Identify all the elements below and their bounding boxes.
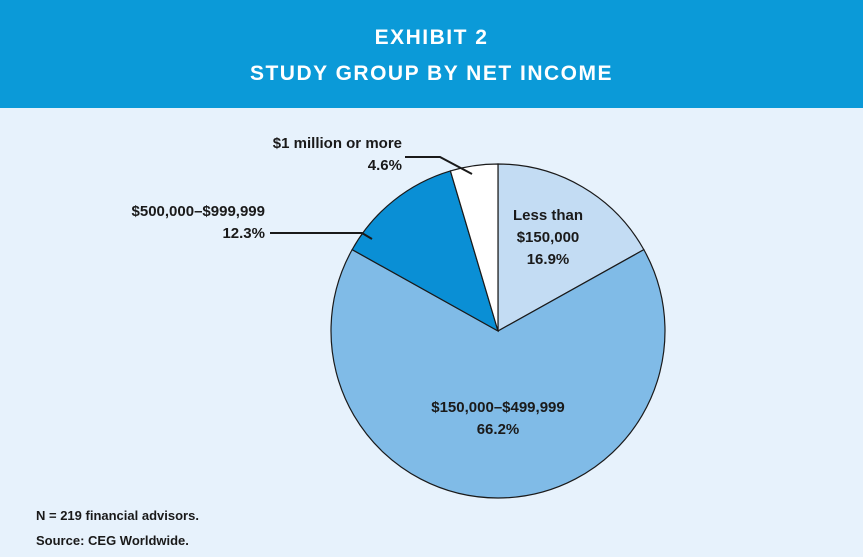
- pie-slice: [449, 163, 499, 332]
- category-label: Less than $150,000: [512, 207, 584, 246]
- slice-label: $1 million or more 4.6%: [180, 133, 402, 177]
- leader-line: [405, 156, 473, 175]
- value-label: 16.9%: [526, 251, 570, 268]
- pie-slice: [330, 248, 666, 499]
- note: N = 219 financial advisors.: [36, 508, 199, 523]
- note: Source: CEG Worldwide.: [36, 533, 189, 548]
- slice-label: $500,000–$999,999 12.3%: [40, 201, 265, 245]
- category-label: $500,000–$999,999: [131, 203, 265, 220]
- chart-title: EXHIBIT 2: [374, 26, 489, 49]
- slice-label: Less than $150,000 16.9%: [503, 205, 593, 271]
- slice-label: $150,000–$499,999 66.2%: [398, 397, 598, 441]
- leader-line: [270, 232, 373, 240]
- category-label: $150,000–$499,999: [431, 399, 565, 416]
- pie-slice: [497, 163, 645, 333]
- chart-subtitle: STUDY GROUP BY NET INCOME: [249, 62, 614, 85]
- pie-slice: [351, 170, 499, 333]
- header: EXHIBIT 2 STUDY GROUP BY NET INCOME: [0, 0, 863, 108]
- value-label: 12.3%: [222, 225, 265, 242]
- value-label: 4.6%: [367, 157, 402, 174]
- value-label: 66.2%: [476, 421, 520, 438]
- category-label: $1 million or more: [272, 135, 402, 152]
